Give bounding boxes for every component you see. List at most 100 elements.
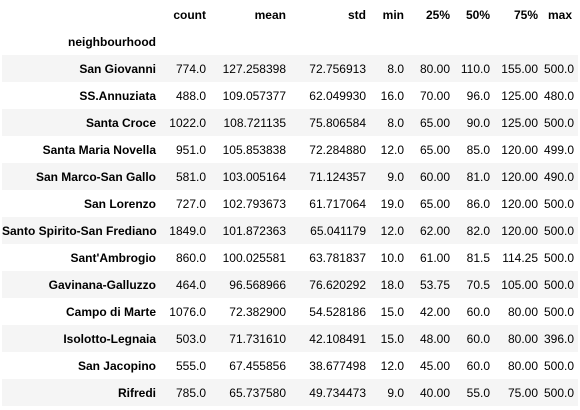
table-cell: 60.00 (419, 169, 450, 184)
table-cell: 8.0 (387, 115, 404, 130)
table-cell: 65.00 (419, 196, 450, 211)
table-cell: 500.0 (544, 196, 575, 211)
table-cell: 500.0 (544, 61, 575, 76)
table-header: count mean std min 25% 50% 75% max neigh… (2, 0, 578, 55)
column-header-max: max (547, 7, 572, 22)
table-cell: 500.0 (544, 304, 575, 319)
table-cell: 480.0 (544, 88, 575, 103)
table-cell: 125.00 (501, 115, 538, 130)
row-label: San Jacopino (77, 358, 156, 373)
table-cell: 62.00 (419, 223, 450, 238)
table-cell: 96.568966 (229, 277, 286, 292)
column-header-std: std (348, 7, 366, 22)
column-header-50pct: 50% (465, 7, 490, 22)
table-row: Santa Maria Novella 951.0 105.853838 72.284… (2, 136, 578, 163)
table-cell: 80.00 (507, 358, 538, 373)
table-cell: 81.0 (466, 169, 490, 184)
table-cell: 80.00 (507, 304, 538, 319)
table-cell: 114.25 (502, 250, 538, 265)
table-row: Santa Croce 1022.0 108.721135 75.806584 8.0 6… (2, 109, 578, 136)
table-cell: 72.382900 (229, 304, 286, 319)
table-cell: 12.0 (380, 223, 404, 238)
table-cell: 8.0 (387, 61, 404, 76)
table-cell: 396.0 (544, 331, 575, 346)
column-header-75pct: 75% (513, 7, 538, 22)
table-cell: 54.528186 (309, 304, 366, 319)
table-cell: 9.0 (387, 169, 404, 184)
table-cell: 72.756913 (309, 61, 366, 76)
table-cell: 109.057377 (222, 88, 286, 103)
row-label: Campo di Marte (65, 304, 156, 319)
table-cell: 155.00 (501, 61, 538, 76)
table-cell: 71.731610 (229, 331, 286, 346)
table-cell: 55.0 (466, 385, 490, 400)
table-cell: 105.00 (501, 277, 538, 292)
table-row: SS.Annuziata 488.0 109.057377 62.049930 16.0… (2, 82, 578, 109)
table-cell: 75.806584 (309, 115, 366, 130)
table-cell: 70.5 (466, 277, 490, 292)
table-cell: 581.0 (175, 169, 206, 184)
table-cell: 48.00 (419, 331, 450, 346)
table-cell: 72.284880 (309, 142, 366, 157)
table-cell: 42.108491 (309, 331, 366, 346)
table-cell: 19.0 (380, 196, 404, 211)
table-cell: 555.0 (175, 358, 206, 373)
table-cell: 500.0 (544, 277, 575, 292)
table-cell: 82.0 (466, 223, 490, 238)
table-cell: 38.677498 (309, 358, 366, 373)
table-cell: 16.0 (380, 88, 404, 103)
table-cell: 76.620292 (309, 277, 366, 292)
table-cell: 120.00 (501, 223, 538, 238)
table-cell: 60.0 (466, 304, 490, 319)
table-cell: 785.0 (175, 385, 206, 400)
table-cell: 81.5 (466, 250, 490, 265)
table-row: Rifredi 785.0 65.737580 49.734473 9.0 40.00 55… (2, 379, 578, 406)
table-cell: 67.455856 (229, 358, 286, 373)
table-cell: 53.75 (419, 277, 450, 292)
table-cell: 102.793673 (222, 196, 286, 211)
index-header-row: neighbourhood (2, 29, 578, 55)
row-label: San Lorenzo (83, 196, 156, 211)
table-cell: 65.00 (419, 142, 450, 157)
table-cell: 65.737580 (229, 385, 286, 400)
table-cell: 70.00 (419, 88, 450, 103)
table-row: San Marco-San Gallo 581.0 103.005164 71.124… (2, 163, 578, 190)
table-body: San Giovanni 774.0 127.258398 72.756913 8.0 8… (2, 55, 578, 406)
table-cell: 500.0 (544, 385, 575, 400)
table-cell: 61.717064 (309, 196, 366, 211)
row-label: San Marco-San Gallo (35, 169, 156, 184)
table-cell: 86.0 (466, 196, 490, 211)
row-label: Isolotto-Legnaia (63, 331, 156, 346)
table-cell: 85.0 (466, 142, 490, 157)
table-cell: 490.0 (544, 169, 575, 184)
table-cell: 120.00 (501, 142, 538, 157)
table-row: Campo di Marte 1076.0 72.382900 54.528186 15… (2, 298, 578, 325)
table-cell: 75.00 (507, 385, 538, 400)
column-header-mean: mean (254, 7, 286, 22)
table-cell: 1022.0 (169, 115, 206, 130)
table-cell: 464.0 (175, 277, 206, 292)
table-cell: 103.005164 (222, 169, 286, 184)
table-cell: 1849.0 (169, 223, 206, 238)
table-row: Isolotto-Legnaia 503.0 71.731610 42.108491 1… (2, 325, 578, 352)
table-cell: 40.00 (419, 385, 450, 400)
table-cell: 500.0 (544, 115, 575, 130)
table-cell: 125.00 (501, 88, 538, 103)
table-cell: 61.00 (419, 250, 450, 265)
table-cell: 100.025581 (222, 250, 286, 265)
table-cell: 45.00 (419, 358, 450, 373)
table-row: Gavinana-Galluzzo 464.0 96.568966 76.620292… (2, 271, 578, 298)
corner-cell (2, 0, 162, 29)
table-cell: 951.0 (175, 142, 206, 157)
table-cell: 774.0 (175, 61, 206, 76)
table-cell: 42.00 (419, 304, 450, 319)
table-cell: 120.00 (501, 169, 538, 184)
row-label: SS.Annuziata (79, 88, 156, 103)
table-row: Sant'Ambrogio 860.0 100.025581 63.781837 10.… (2, 244, 578, 271)
table-cell: 860.0 (175, 250, 206, 265)
table-cell: 499.0 (544, 142, 575, 157)
table-cell: 108.721135 (223, 115, 286, 130)
row-label: Gavinana-Galluzzo (48, 277, 156, 292)
table-cell: 15.0 (380, 331, 404, 346)
row-label: Santa Maria Novella (42, 142, 156, 157)
